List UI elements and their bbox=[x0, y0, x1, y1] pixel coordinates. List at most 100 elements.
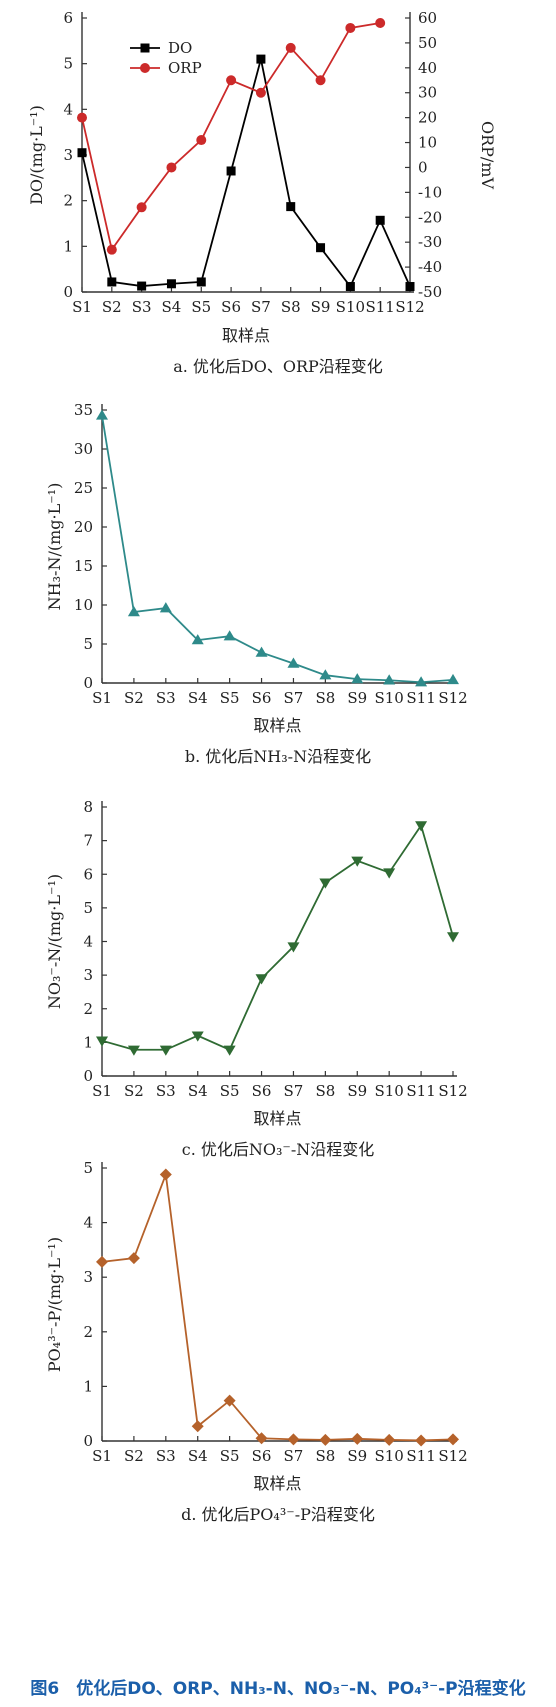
x-tick-label: S6 bbox=[252, 1082, 272, 1100]
data-point bbox=[383, 868, 396, 879]
x-tick-label: S1 bbox=[92, 1447, 112, 1465]
y-tick-label: 5 bbox=[83, 635, 93, 653]
data-point bbox=[286, 202, 296, 212]
x-tick-label: S4 bbox=[188, 1447, 208, 1465]
data-point bbox=[191, 1031, 204, 1042]
y-tick-label: 6 bbox=[63, 9, 73, 27]
data-point bbox=[159, 1168, 172, 1181]
y-tick-label: 2 bbox=[63, 192, 73, 210]
y-tick-label: 4 bbox=[83, 933, 93, 951]
x-tick-label: S7 bbox=[284, 1447, 304, 1465]
x-tick-label: S9 bbox=[347, 1447, 367, 1465]
y-tick-label: 5 bbox=[83, 1159, 93, 1177]
data-point bbox=[415, 1434, 428, 1447]
y2-axis-label: ORP/mV bbox=[478, 121, 497, 189]
y2-tick-label: -40 bbox=[418, 258, 442, 276]
y-tick-label: 1 bbox=[83, 1377, 93, 1395]
series-line bbox=[101, 1174, 454, 1442]
y-tick-label: 5 bbox=[83, 899, 93, 917]
data-point bbox=[127, 1252, 140, 1265]
data-point bbox=[319, 669, 332, 680]
data-point bbox=[106, 244, 117, 255]
data-point bbox=[255, 1432, 268, 1445]
y-tick-label: 3 bbox=[83, 966, 93, 984]
data-point bbox=[345, 22, 356, 33]
y2-tick-label: -50 bbox=[418, 283, 442, 301]
data-point bbox=[415, 821, 428, 832]
data-point bbox=[287, 942, 300, 953]
chart-caption: c. 优化后NO₃⁻-N沿程变化 bbox=[182, 1140, 375, 1159]
x-axis-label: 取样点 bbox=[253, 1109, 301, 1128]
data-point bbox=[159, 602, 172, 613]
chart-d-po4p: 0 1 2 3 4 5 S1 S2 S3 S4 S5 S6 S7 S8 S9 S10 S11 S12 PO₄³⁻-P… bbox=[45, 1159, 468, 1524]
x-tick-label: S12 bbox=[438, 1447, 467, 1465]
y-tick-label: 0 bbox=[63, 283, 73, 301]
x-tick-label: S9 bbox=[347, 689, 367, 707]
y-tick-label: 1 bbox=[83, 1033, 93, 1051]
series-line-do bbox=[81, 58, 411, 289]
data-point bbox=[255, 646, 268, 657]
y-tick-label: 35 bbox=[74, 401, 93, 419]
data-point bbox=[287, 657, 300, 668]
data-point bbox=[127, 1045, 140, 1056]
y-tick-label: 15 bbox=[74, 557, 93, 575]
x-tick-label: S10 bbox=[374, 1447, 403, 1465]
data-point bbox=[256, 54, 266, 64]
y-tick-label: 0 bbox=[83, 1432, 93, 1450]
x-tick-label: S5 bbox=[220, 689, 240, 707]
data-point bbox=[166, 279, 176, 289]
y2-tick-label: 60 bbox=[418, 9, 437, 27]
data-point bbox=[96, 1255, 108, 1268]
data-point bbox=[127, 606, 140, 617]
y-tick-label: 7 bbox=[83, 832, 93, 850]
data-point bbox=[316, 243, 326, 253]
data-point bbox=[96, 1036, 108, 1047]
x-tick-label: S9 bbox=[347, 1082, 367, 1100]
x-tick-label: S6 bbox=[221, 298, 241, 316]
data-point bbox=[351, 673, 364, 684]
y-axis-label: DO/(mg·L⁻¹) bbox=[27, 105, 46, 205]
y2-tick-label: -10 bbox=[418, 183, 442, 201]
x-tick-label: S9 bbox=[311, 298, 331, 316]
x-axis-label: 取样点 bbox=[222, 326, 270, 345]
x-tick-label: S11 bbox=[406, 1447, 435, 1465]
x-tick-label: S2 bbox=[102, 298, 122, 316]
x-tick-label: S10 bbox=[374, 689, 403, 707]
data-point bbox=[405, 282, 415, 292]
data-point bbox=[415, 676, 428, 687]
x-tick-label: S4 bbox=[188, 1082, 208, 1100]
data-point bbox=[196, 277, 206, 287]
x-tick-label: S3 bbox=[132, 298, 152, 316]
x-tick-label: S1 bbox=[72, 298, 92, 316]
x-tick-label: S6 bbox=[252, 689, 272, 707]
legend-marker bbox=[140, 63, 150, 73]
x-tick-label: S10 bbox=[374, 1082, 403, 1100]
y2-tick-label: 50 bbox=[418, 34, 437, 52]
x-axis-label: 取样点 bbox=[253, 1474, 301, 1493]
data-point bbox=[223, 1394, 236, 1407]
x-tick-label: S8 bbox=[315, 1082, 335, 1100]
y-tick-label: 25 bbox=[74, 479, 93, 497]
data-point bbox=[107, 277, 117, 287]
x-tick-label: S12 bbox=[438, 689, 467, 707]
data-point bbox=[319, 878, 332, 889]
figure-caption: 图6 优化后DO、ORP、NH₃-N、NO₃⁻-N、PO₄³⁻-P沿程变化 bbox=[30, 1678, 525, 1699]
x-tick-label: S1 bbox=[92, 1082, 112, 1100]
data-point bbox=[383, 674, 396, 685]
y-tick-label: 5 bbox=[63, 55, 73, 73]
data-point bbox=[166, 162, 177, 173]
y-tick-label: 4 bbox=[83, 1214, 93, 1232]
chart-caption: a. 优化后DO、ORP沿程变化 bbox=[173, 357, 383, 376]
y-tick-label: 4 bbox=[63, 100, 73, 118]
data-point bbox=[136, 202, 147, 213]
y-tick-label: 6 bbox=[83, 865, 93, 883]
y2-tick-label: 20 bbox=[418, 109, 437, 127]
x-tick-label: S4 bbox=[162, 298, 182, 316]
x-tick-label: S4 bbox=[188, 689, 208, 707]
y2-tick-label: -20 bbox=[418, 208, 442, 226]
y2-tick-label: 30 bbox=[418, 84, 437, 102]
x-tick-label: S12 bbox=[395, 298, 424, 316]
y-axis-label: NO₃⁻-N/(mg·L⁻¹) bbox=[45, 874, 64, 1009]
x-tick-label: S3 bbox=[156, 1082, 176, 1100]
